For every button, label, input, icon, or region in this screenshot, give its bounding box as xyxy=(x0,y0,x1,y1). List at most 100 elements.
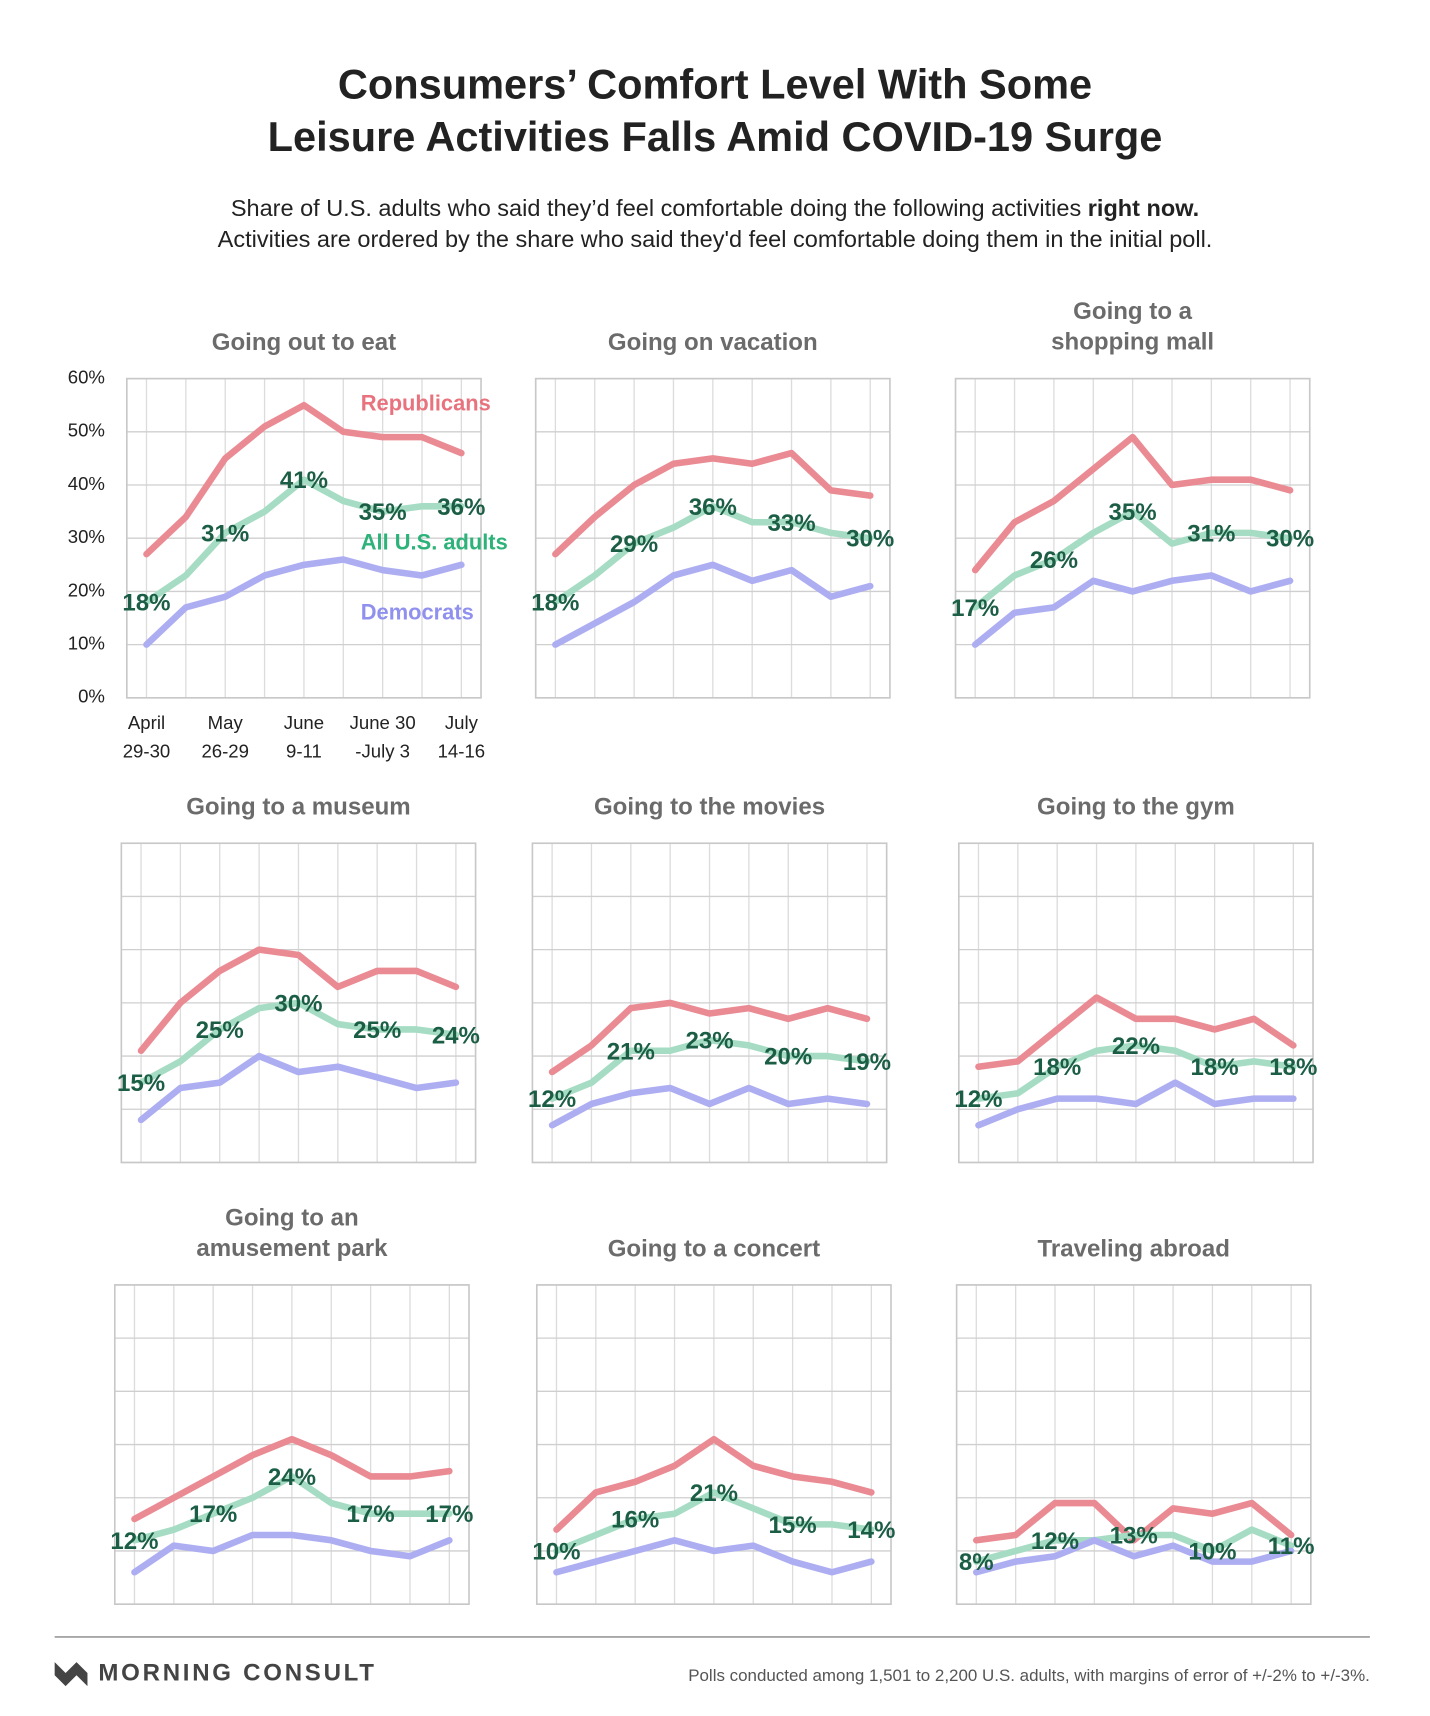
value-label: 12% xyxy=(110,1528,158,1555)
panel-frame xyxy=(535,1284,892,1605)
value-label: 30% xyxy=(846,526,894,553)
value-label: 18% xyxy=(1033,1054,1081,1081)
series-line xyxy=(553,1489,875,1555)
value-label: 33% xyxy=(767,510,815,537)
value-label: 31% xyxy=(201,520,249,547)
panel-frame xyxy=(531,842,888,1164)
y-tick-label: 50% xyxy=(68,420,105,441)
value-label: 30% xyxy=(274,990,322,1017)
value-label: 15% xyxy=(769,1512,817,1539)
panel-title: Going on vacation xyxy=(608,329,818,356)
value-label: 12% xyxy=(954,1086,1002,1113)
value-label: 41% xyxy=(280,467,328,494)
subtitle-emphasis: right now. xyxy=(1088,195,1199,221)
value-label: 20% xyxy=(764,1044,812,1071)
y-tick-label: 10% xyxy=(68,633,105,654)
value-label: 8% xyxy=(959,1549,994,1576)
panel-frame xyxy=(955,1284,1312,1605)
panel-title: Going to a shopping mall xyxy=(1051,298,1214,356)
series-line xyxy=(137,999,460,1086)
value-label: 36% xyxy=(689,494,737,521)
value-label: 36% xyxy=(437,494,485,521)
legend-label: All U.S. adults xyxy=(361,529,508,554)
panel-frame xyxy=(113,1284,470,1605)
value-label: 13% xyxy=(1110,1523,1158,1550)
series-line xyxy=(552,449,874,558)
value-label: 24% xyxy=(432,1022,480,1049)
panel-frame xyxy=(957,842,1314,1164)
value-label: 19% xyxy=(843,1049,891,1076)
series-line xyxy=(552,561,874,648)
panel-title: Traveling abroad xyxy=(1038,1235,1230,1262)
subtitle-text: Share of U.S. adults who said they’d fee… xyxy=(231,195,1081,221)
value-label: 26% xyxy=(1030,547,1078,574)
series-line xyxy=(971,508,1294,611)
subtitle: Activities are ordered by the share who … xyxy=(218,226,1213,252)
panel-title: Going to an amusement park xyxy=(196,1205,388,1263)
panel-frame xyxy=(125,377,482,699)
value-label: 17% xyxy=(951,595,999,622)
series-line xyxy=(137,946,460,1055)
y-tick-label: 30% xyxy=(68,526,105,547)
value-label: 18% xyxy=(122,590,170,617)
y-tick-label: 40% xyxy=(68,473,105,494)
x-tick-label: May 26-29 xyxy=(201,712,249,761)
value-label: 18% xyxy=(1269,1054,1317,1081)
title: Leisure Activities Falls Amid COVID-19 S… xyxy=(268,113,1163,160)
value-label: 12% xyxy=(1031,1528,1079,1555)
series-line xyxy=(971,433,1294,574)
value-label: 25% xyxy=(196,1017,244,1044)
value-label: 31% xyxy=(1187,520,1235,547)
panel-frame xyxy=(534,377,891,699)
value-label: 25% xyxy=(353,1017,401,1044)
series-line xyxy=(548,999,871,1076)
value-label: 11% xyxy=(1268,1533,1315,1560)
value-label: 18% xyxy=(1191,1054,1239,1081)
brand: MORNING CONSULT xyxy=(98,1659,376,1686)
series-line xyxy=(971,572,1294,648)
value-label: 10% xyxy=(1188,1538,1236,1565)
x-tick-label: April 29-30 xyxy=(123,712,171,761)
footnote: Polls conducted among 1,501 to 2,200 U.S… xyxy=(688,1666,1370,1685)
series-line xyxy=(137,1052,460,1124)
x-tick-label: June 9-11 xyxy=(284,712,324,761)
x-tick-label: June 30 -July 3 xyxy=(350,712,416,761)
series-line xyxy=(973,1526,1295,1565)
y-tick-label: 20% xyxy=(68,579,105,600)
value-label: 12% xyxy=(528,1086,576,1113)
series-line xyxy=(131,1473,453,1544)
series-line xyxy=(552,503,874,606)
series-line xyxy=(975,1042,1297,1102)
subtitle: Share of U.S. adults who said they’d fee… xyxy=(231,195,1199,221)
value-label: 30% xyxy=(1266,526,1314,553)
value-label: 24% xyxy=(268,1464,316,1491)
series-line xyxy=(975,1079,1297,1129)
value-label: 21% xyxy=(690,1480,738,1507)
legend-label: Republicans xyxy=(361,391,491,416)
value-label: 17% xyxy=(189,1501,237,1528)
series-line xyxy=(131,1435,453,1523)
title: Consumers’ Comfort Level With Some xyxy=(338,61,1092,108)
series-line xyxy=(548,1084,871,1129)
legend-label: Democrats xyxy=(361,599,474,624)
value-label: 29% xyxy=(610,531,658,558)
series-line xyxy=(143,476,465,606)
panel-title: Going to a concert xyxy=(608,1235,820,1262)
value-label: 22% xyxy=(1112,1033,1160,1060)
panel-title: Going to the gym xyxy=(1037,794,1235,821)
panel-frame xyxy=(120,842,477,1164)
series-line xyxy=(553,1435,875,1533)
value-label: 35% xyxy=(1109,499,1157,526)
value-label: 35% xyxy=(359,499,407,526)
panel-title: Going to a museum xyxy=(186,794,410,821)
x-tick-label: July 14-16 xyxy=(438,712,486,761)
value-label: 15% xyxy=(117,1070,165,1097)
panel-title: Going to the movies xyxy=(594,794,825,821)
value-label: 16% xyxy=(611,1507,659,1534)
series-line xyxy=(548,1036,871,1102)
panel-frame xyxy=(954,377,1311,699)
value-label: 17% xyxy=(425,1501,473,1528)
value-label: 18% xyxy=(531,590,579,617)
